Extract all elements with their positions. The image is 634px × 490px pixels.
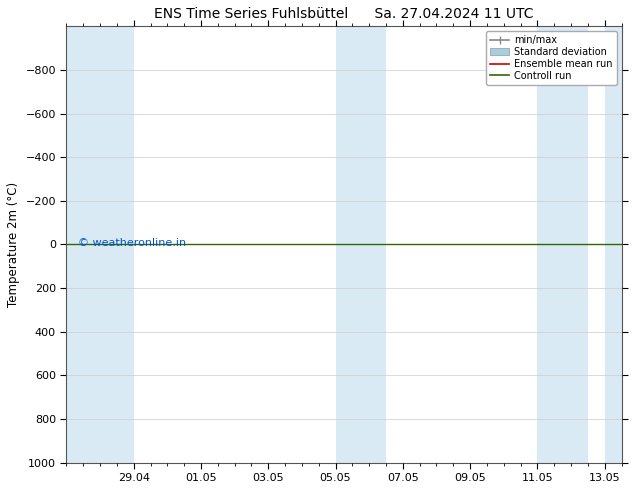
Bar bbox=[605, 26, 621, 463]
Bar bbox=[67, 26, 134, 463]
Y-axis label: Temperature 2m (°C): Temperature 2m (°C) bbox=[7, 182, 20, 307]
Text: © weatheronline.in: © weatheronline.in bbox=[77, 238, 186, 248]
Bar bbox=[335, 26, 386, 463]
Bar bbox=[538, 26, 588, 463]
Title: ENS Time Series Fuhlsbüttel      Sa. 27.04.2024 11 UTC: ENS Time Series Fuhlsbüttel Sa. 27.04.20… bbox=[154, 7, 534, 21]
Legend: min/max, Standard deviation, Ensemble mean run, Controll run: min/max, Standard deviation, Ensemble me… bbox=[486, 31, 617, 85]
